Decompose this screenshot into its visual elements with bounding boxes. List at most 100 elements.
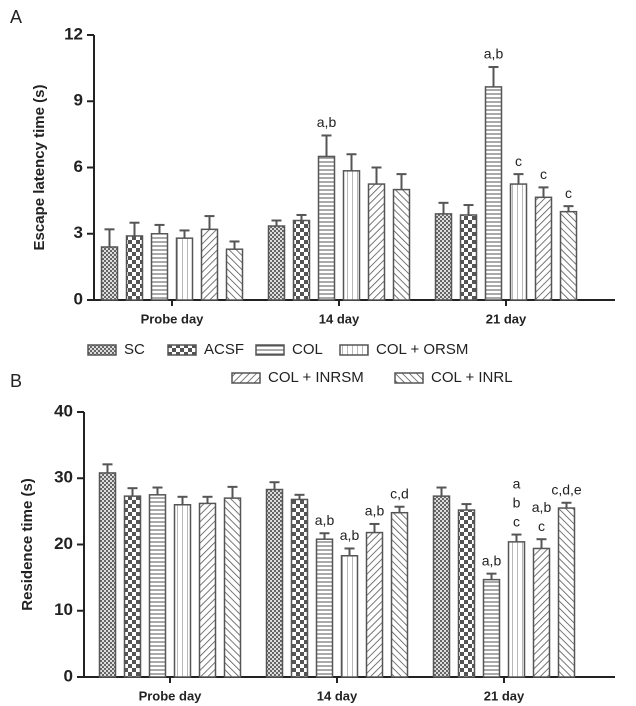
bar [123,495,142,678]
error-bar [436,486,447,497]
bar [532,547,551,678]
bar [390,511,409,678]
bar [200,228,219,301]
y-tick-label: 6 [74,157,83,176]
error-bar [488,66,499,87]
bar [507,541,526,678]
legend-swatch [231,372,261,384]
y-tick-label: 0 [74,289,83,308]
legend-label: COL [292,341,323,358]
annotation: c,d [390,485,409,501]
legend-swatch [255,344,285,356]
bar [342,170,361,301]
legend-swatch [339,344,369,356]
legend-label: ACSF [204,341,244,358]
y-tick-label: 0 [64,666,73,685]
bar [434,213,453,301]
error-bar [204,215,215,230]
annotation: c [513,513,520,529]
bar [100,246,119,301]
bar [340,555,359,678]
annotation: c [565,185,572,201]
bar [557,507,576,678]
error-bar [129,221,140,236]
error-bar [154,223,165,234]
bar [432,495,451,678]
bar [459,214,478,301]
error-bar [438,201,449,214]
error-bar [371,166,382,185]
annotation: c [538,518,545,534]
bar [392,188,411,301]
error-bar [319,532,330,540]
annotation: c [515,153,522,169]
x-tick-label: Probe day [141,311,205,326]
bar [150,233,169,301]
bar [225,248,244,301]
error-bar [294,493,305,500]
error-bar [177,495,188,505]
annotation: a,b [340,527,360,543]
y-tick-label: 40 [54,401,73,420]
bar [365,531,384,678]
error-bar [486,572,497,580]
error-bar [563,205,574,212]
bar [173,504,192,678]
legend-label: SC [124,341,145,358]
bar [482,578,501,678]
panel-label: B [10,371,22,391]
annotation: a,b [482,552,502,568]
error-bar [179,229,190,239]
error-bar [102,463,113,473]
bar [223,497,242,678]
error-bar [104,228,115,247]
annotation: a,b [365,503,385,519]
bar [534,196,553,301]
bar [198,502,217,678]
bar [98,472,117,678]
legend-label: COL + ORSM [376,341,468,358]
legend-swatch [87,344,117,356]
error-bar [538,186,549,198]
annotation: a,b [484,46,504,62]
error-bar [396,173,407,190]
error-bar [536,538,547,549]
error-bar [271,219,282,227]
legend-label: COL + INRSM [268,369,364,386]
error-bar [369,522,380,533]
annotation: a,b [315,512,335,528]
error-bar [561,501,572,509]
error-bar [227,485,238,499]
y-tick-label: 9 [74,91,83,110]
error-bar [152,486,163,495]
error-bar [127,487,138,497]
legend-swatch [394,372,424,384]
y-tick-label: 3 [74,223,83,242]
y-tick-label: 10 [54,600,73,619]
x-tick-label: 14 day [317,688,358,703]
legend-label: COL + INRL [431,369,513,386]
annotation: b [513,494,521,510]
error-bar [202,495,213,504]
x-tick-label: 21 day [484,688,525,703]
error-bar [513,173,524,185]
error-bar [269,481,280,490]
annotation: a,b [317,114,337,130]
x-tick-label: 14 day [319,311,360,326]
bar [265,488,284,678]
y-tick-label: 30 [54,468,73,487]
error-bar [461,503,472,511]
error-bar [229,240,240,250]
annotation: c [540,166,547,182]
y-tick-label: 20 [54,534,73,553]
panel-label: A [10,7,22,27]
bar [290,498,309,678]
error-bar [296,213,307,221]
bar [509,183,528,301]
bar [559,210,578,301]
y-axis-title: Escape latency time (s) [31,85,48,251]
bar [317,155,336,301]
error-bar [394,505,405,513]
error-bar [463,204,474,215]
